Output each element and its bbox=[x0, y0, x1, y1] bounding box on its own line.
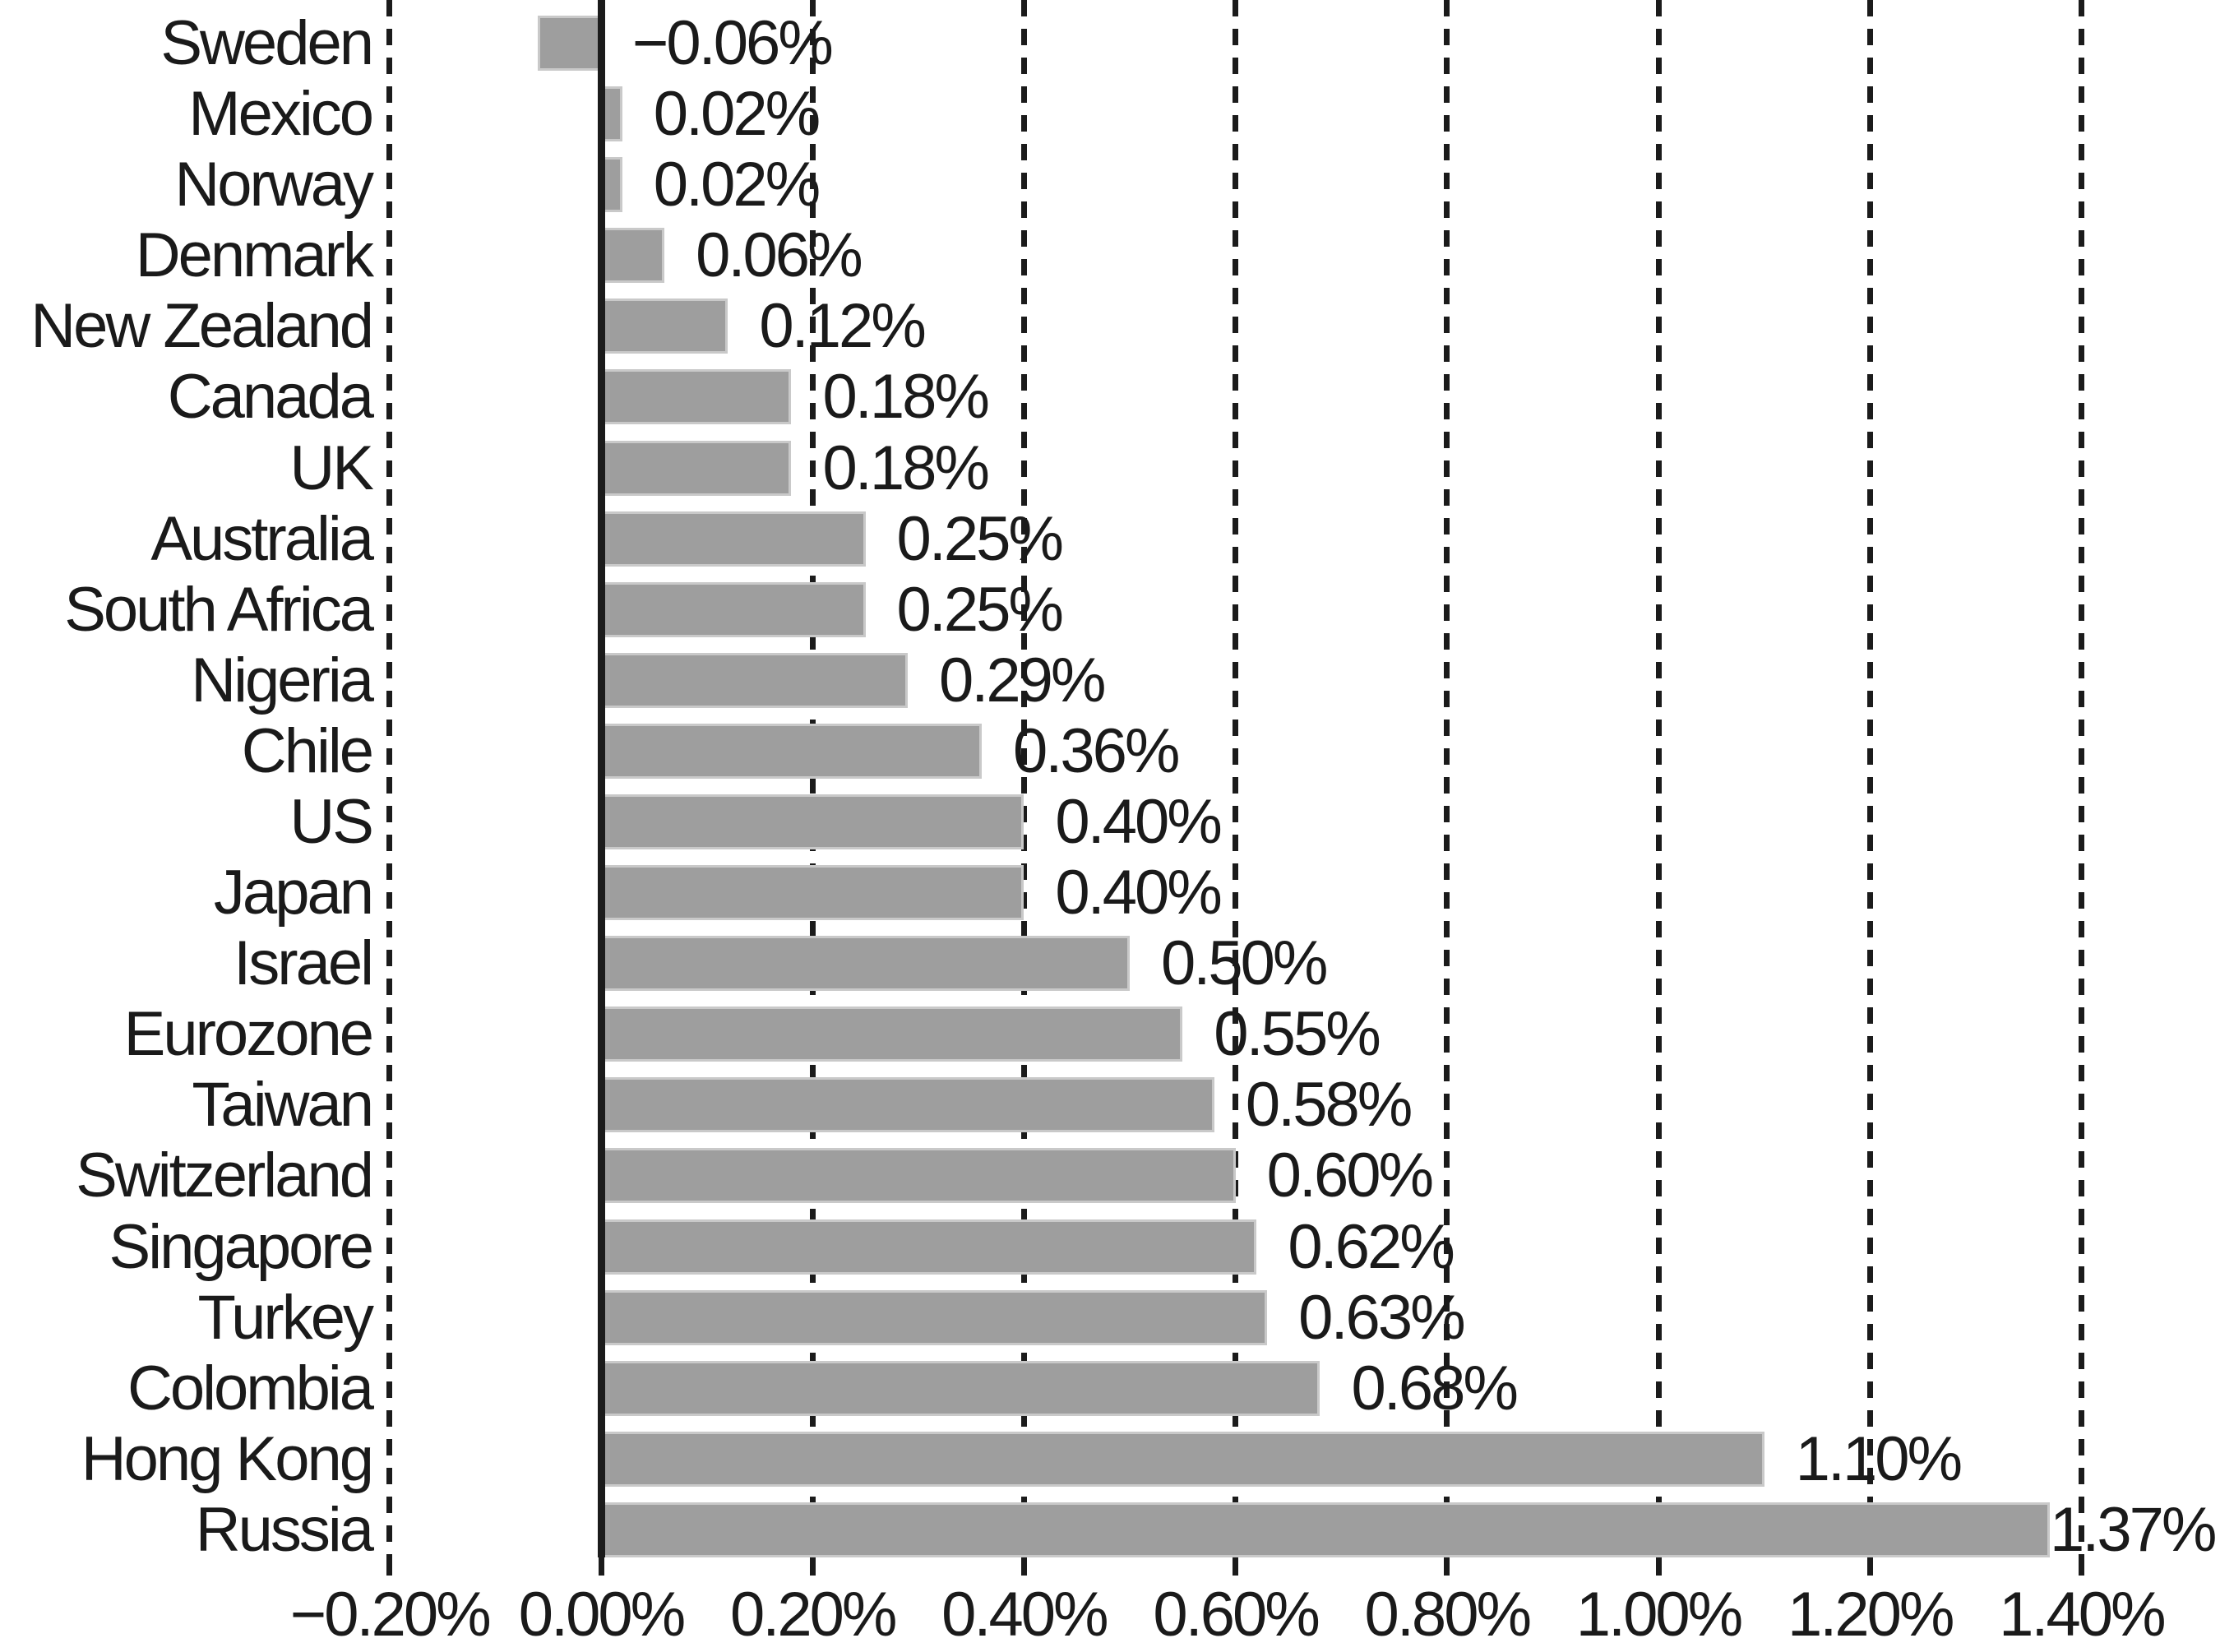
category-label: Hong Kong bbox=[81, 1423, 374, 1494]
category-label: Israel bbox=[234, 928, 374, 999]
bar bbox=[601, 1148, 1236, 1204]
category-label: New Zealand bbox=[30, 291, 374, 362]
gridline bbox=[1233, 0, 1239, 1557]
bar bbox=[601, 581, 866, 637]
axis-tick-label: 1.20% bbox=[1787, 1580, 1954, 1650]
category-label: US bbox=[289, 787, 374, 857]
value-label: 0.40% bbox=[1055, 787, 1222, 857]
axis-tick-label: 1.40% bbox=[1999, 1580, 2166, 1650]
category-label: Switzerland bbox=[76, 1141, 374, 1211]
category-label: Denmark bbox=[135, 220, 374, 291]
gridline bbox=[1444, 0, 1450, 1557]
value-label: 0.60% bbox=[1266, 1141, 1434, 1211]
bar bbox=[601, 511, 866, 567]
category-label: Norway bbox=[174, 150, 374, 220]
bar bbox=[601, 1006, 1183, 1062]
value-label: 0.58% bbox=[1245, 1070, 1413, 1141]
axis-tick bbox=[386, 1557, 393, 1576]
value-label: 0.25% bbox=[896, 574, 1064, 645]
axis-tick-label: 0.20% bbox=[729, 1580, 897, 1650]
value-label: 0.62% bbox=[1288, 1211, 1455, 1282]
value-label: 0.63% bbox=[1298, 1282, 1465, 1353]
bar bbox=[601, 1431, 1764, 1487]
value-label: 1.37% bbox=[2050, 1494, 2217, 1565]
bar bbox=[601, 1289, 1268, 1345]
category-label: Mexico bbox=[188, 79, 374, 150]
value-label: 0.25% bbox=[896, 503, 1064, 574]
axis-tick-label: 0.40% bbox=[941, 1580, 1108, 1650]
value-label: 0.06% bbox=[696, 220, 863, 291]
category-label: Sweden bbox=[160, 8, 374, 78]
value-label: 0.18% bbox=[822, 362, 989, 433]
axis-tick-label: 0.60% bbox=[1153, 1580, 1320, 1650]
value-label: 0.12% bbox=[759, 291, 926, 362]
bar bbox=[601, 794, 1024, 849]
value-label: 1.10% bbox=[1795, 1423, 1963, 1494]
axis-tick bbox=[2078, 1557, 2084, 1576]
bar bbox=[601, 440, 792, 496]
category-label: Canada bbox=[167, 362, 374, 433]
bar bbox=[601, 1360, 1320, 1416]
gridline bbox=[1020, 0, 1027, 1557]
category-label: UK bbox=[289, 433, 374, 503]
bar bbox=[601, 936, 1130, 992]
gridline bbox=[1866, 0, 1873, 1557]
category-label: Singapore bbox=[109, 1211, 375, 1282]
bar bbox=[601, 298, 728, 354]
axis-tick-label: 0.00% bbox=[518, 1580, 686, 1650]
axis-tick bbox=[1233, 1557, 1239, 1576]
value-label: −0.06% bbox=[632, 8, 834, 78]
bar bbox=[601, 1077, 1214, 1133]
bar bbox=[601, 369, 792, 425]
axis-tick bbox=[598, 1557, 604, 1576]
value-label: 0.40% bbox=[1055, 858, 1222, 928]
bar bbox=[601, 652, 908, 708]
value-label: 0.18% bbox=[822, 433, 989, 503]
zero-axis-line bbox=[597, 0, 605, 1557]
axis-tick-label: 1.00% bbox=[1575, 1580, 1743, 1650]
axis-tick bbox=[1866, 1557, 1873, 1576]
axis-tick bbox=[1444, 1557, 1450, 1576]
value-label: 0.02% bbox=[653, 150, 821, 220]
value-label: 0.29% bbox=[938, 645, 1106, 715]
gridline bbox=[1655, 0, 1662, 1557]
value-label: 0.55% bbox=[1214, 999, 1381, 1070]
category-label: Chile bbox=[241, 715, 374, 786]
bar bbox=[601, 1219, 1257, 1275]
value-label: 0.50% bbox=[1161, 928, 1328, 999]
axis-tick-label: −0.20% bbox=[289, 1580, 492, 1650]
axis-tick bbox=[809, 1557, 816, 1576]
bar bbox=[601, 723, 982, 779]
bar bbox=[601, 228, 665, 284]
gridline bbox=[809, 0, 816, 1557]
axis-tick bbox=[1655, 1557, 1662, 1576]
category-label: Japan bbox=[213, 858, 374, 928]
category-label: Nigeria bbox=[191, 645, 374, 715]
category-label: Russia bbox=[195, 1494, 374, 1565]
gridline bbox=[386, 0, 393, 1557]
category-label: Turkey bbox=[197, 1282, 374, 1353]
value-label: 0.68% bbox=[1351, 1353, 1518, 1423]
axis-tick bbox=[1020, 1557, 1027, 1576]
value-label: 0.36% bbox=[1012, 715, 1180, 786]
category-label: Colombia bbox=[127, 1353, 374, 1423]
category-label: Taiwan bbox=[192, 1070, 374, 1141]
category-label: Australia bbox=[150, 503, 374, 574]
value-label: 0.02% bbox=[653, 79, 821, 150]
category-label: Eurozone bbox=[123, 999, 374, 1070]
gridline bbox=[2078, 0, 2084, 1557]
bar bbox=[537, 16, 601, 71]
axis-tick-label: 0.80% bbox=[1364, 1580, 1532, 1650]
category-label: South Africa bbox=[64, 574, 374, 645]
bar bbox=[601, 1502, 2050, 1557]
bar bbox=[601, 865, 1024, 921]
